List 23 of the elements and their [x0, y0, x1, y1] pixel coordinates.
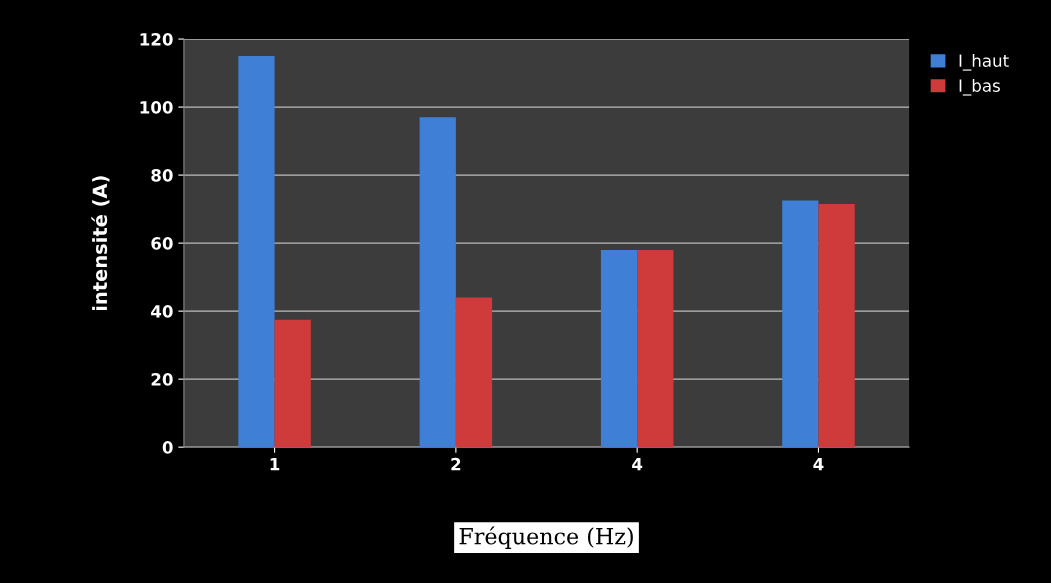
x-tick-label: 4 [632, 458, 643, 471]
y-tick-label: 20 [151, 373, 173, 386]
legend-label: I_bas [959, 78, 1000, 96]
y-axis-title: intensité (A) [91, 176, 110, 311]
x-tick-label: 4 [813, 458, 824, 471]
legend-label: I_haut [959, 54, 1009, 71]
bar [419, 117, 456, 448]
x-tick-label: 1 [270, 458, 280, 471]
y-tick-label: 40 [151, 305, 173, 318]
bar [818, 204, 855, 448]
bar [238, 56, 275, 448]
bar [782, 200, 819, 448]
x-tick-label: 2 [451, 457, 461, 471]
bar [455, 297, 493, 448]
x-axis-title: Fréquence (Hz) [459, 526, 633, 549]
bar [274, 319, 311, 448]
y-tick-label: 60 [151, 237, 173, 250]
y-tick-label: 80 [151, 169, 173, 182]
bar [600, 249, 638, 448]
y-tick-label: 0 [162, 441, 173, 454]
y-tick-label: 120 [140, 33, 173, 46]
y-tick-label: 100 [140, 101, 173, 114]
bar [637, 249, 674, 448]
